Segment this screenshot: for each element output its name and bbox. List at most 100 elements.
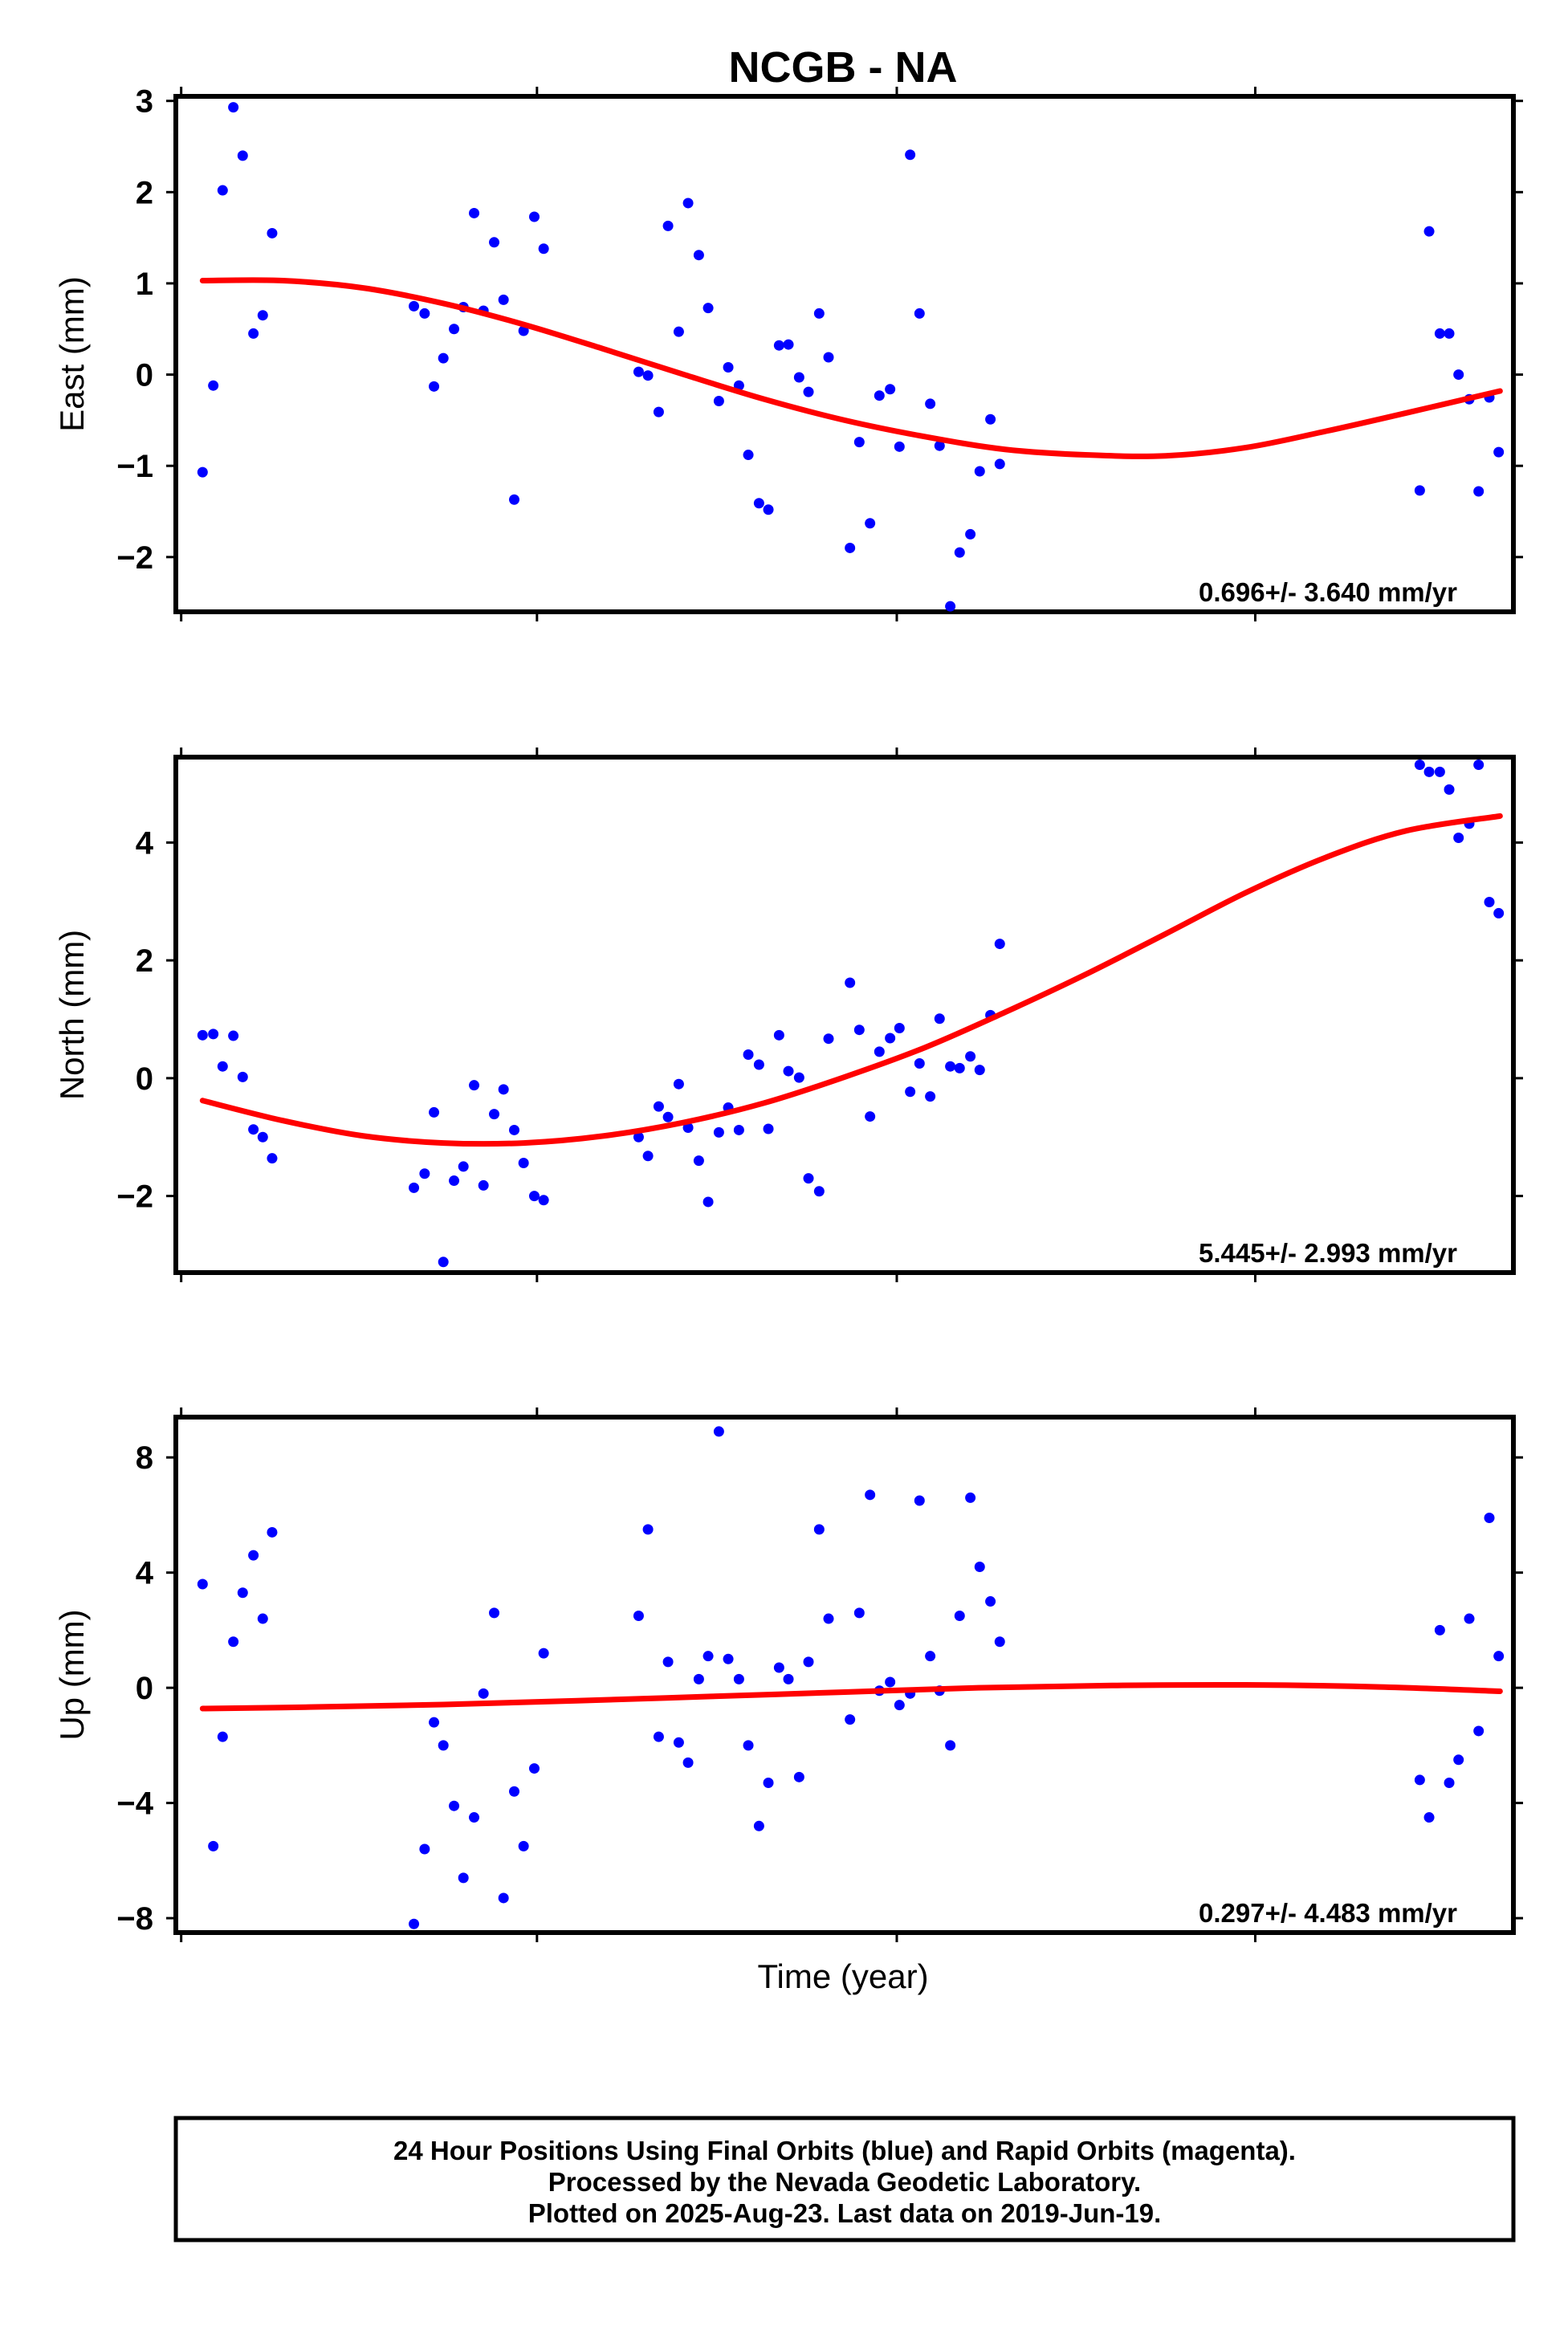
data-point	[508, 494, 519, 505]
data-point	[974, 1065, 985, 1076]
data-point	[865, 518, 876, 529]
data-point	[723, 361, 734, 373]
data-point	[228, 1636, 239, 1648]
data-point	[733, 1124, 744, 1135]
data-point	[237, 1071, 248, 1082]
y-axis-label: North (mm)	[53, 930, 91, 1100]
chart-title: NCGB - NA	[729, 43, 958, 92]
data-point	[985, 413, 996, 425]
panel-2: 8 4 0 −4 −8 Up (mm) 0.297+/- 4.483 mm/yr	[53, 1407, 1523, 1942]
data-point	[662, 1656, 674, 1668]
data-point	[743, 450, 754, 461]
panel-1: 4 2 0 −2 North (mm) 5.445+/- 2.993 mm/yr	[53, 747, 1523, 1282]
data-point	[733, 1673, 744, 1684]
data-point	[894, 441, 905, 452]
data-point	[469, 207, 480, 218]
data-point	[905, 149, 916, 161]
data-point	[894, 1700, 905, 1711]
data-point	[429, 381, 440, 392]
data-point	[954, 1610, 965, 1621]
data-point	[673, 1737, 684, 1748]
data-point	[237, 1587, 248, 1599]
data-point	[1434, 328, 1445, 339]
data-point	[217, 1061, 228, 1072]
rate-label: 5.445+/- 2.993 mm/yr	[1199, 1238, 1457, 1268]
data-point	[763, 1777, 774, 1788]
data-point	[965, 528, 976, 540]
data-point	[489, 1109, 500, 1120]
data-point	[642, 1151, 654, 1162]
data-point	[409, 1182, 420, 1193]
data-point	[1444, 1777, 1455, 1788]
data-point	[409, 1918, 420, 1929]
data-point	[458, 1161, 469, 1172]
data-point	[803, 1656, 814, 1668]
data-point	[813, 1524, 825, 1535]
data-point	[228, 102, 239, 113]
data-point	[438, 1740, 449, 1751]
y-tick-label: 0	[136, 1061, 153, 1097]
data-point	[925, 398, 936, 409]
data-point	[1414, 1774, 1425, 1786]
data-point	[673, 326, 684, 337]
data-point	[865, 1111, 876, 1122]
data-point	[1493, 446, 1505, 458]
data-point	[518, 1158, 529, 1169]
data-point	[874, 1046, 885, 1057]
data-point	[449, 324, 460, 335]
data-point	[642, 1524, 654, 1535]
data-point	[438, 1257, 449, 1268]
data-point	[994, 939, 1005, 950]
data-point	[498, 1084, 509, 1095]
data-point	[925, 1651, 936, 1662]
data-point	[713, 1126, 724, 1138]
data-point	[1464, 1613, 1475, 1624]
data-points	[197, 102, 1505, 612]
data-point	[508, 1786, 519, 1797]
data-point	[1453, 833, 1464, 844]
data-point	[845, 1714, 856, 1725]
data-point	[1414, 760, 1425, 771]
data-point	[894, 1023, 905, 1034]
data-point	[713, 396, 724, 407]
data-point	[237, 150, 248, 161]
data-point	[662, 1111, 674, 1122]
data-point	[1423, 1812, 1435, 1823]
data-point	[885, 1033, 896, 1044]
data-point	[498, 294, 509, 305]
data-point	[1434, 766, 1445, 777]
data-point	[803, 386, 814, 397]
data-point	[885, 384, 896, 395]
data-point	[248, 1124, 259, 1135]
data-point	[783, 339, 794, 350]
data-point	[197, 1029, 208, 1041]
data-point	[934, 440, 945, 451]
data-point	[905, 1086, 916, 1098]
data-point	[217, 1731, 228, 1742]
data-point	[945, 601, 956, 612]
data-point	[197, 1578, 208, 1590]
footer-line-1: 24 Hour Positions Using Final Orbits (bl…	[393, 2136, 1296, 2165]
data-point	[954, 1062, 965, 1073]
data-point	[853, 437, 865, 448]
footer-line-3: Plotted on 2025-Aug-23. Last data on 201…	[528, 2198, 1162, 2228]
data-point	[693, 1155, 704, 1167]
y-tick-label: −1	[116, 449, 153, 484]
data-point	[885, 1676, 896, 1688]
data-point	[248, 1550, 259, 1561]
data-point	[925, 1091, 936, 1102]
y-tick-label: 4	[136, 825, 154, 861]
plot-frame	[173, 1415, 1516, 1935]
data-point	[793, 372, 804, 383]
data-point	[248, 328, 259, 339]
data-point	[409, 300, 420, 312]
data-point	[1484, 896, 1495, 907]
data-point	[449, 1800, 460, 1811]
x-axis-label: Time (year)	[757, 1957, 928, 1995]
data-point	[257, 310, 268, 321]
data-point	[208, 1840, 219, 1851]
data-point	[1473, 760, 1485, 771]
data-point	[257, 1613, 268, 1624]
data-point	[518, 1840, 529, 1851]
data-point	[419, 308, 430, 319]
